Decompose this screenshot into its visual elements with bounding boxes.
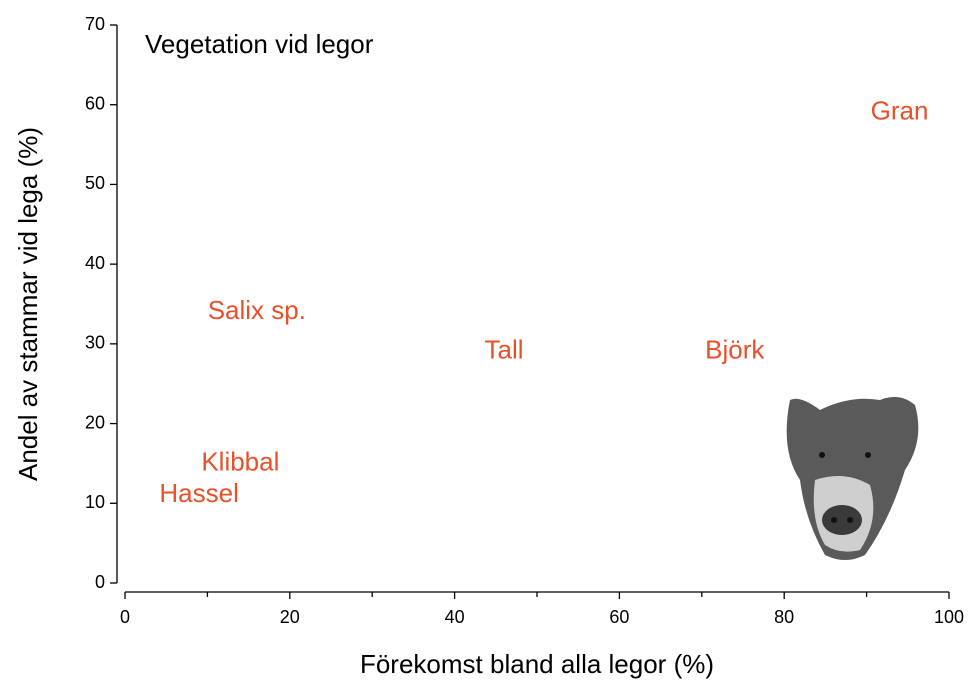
point-label: Klibbal <box>201 446 279 476</box>
y-tick-label: 0 <box>95 572 105 592</box>
point-label: Hassel <box>159 478 238 508</box>
y-tick-label: 60 <box>85 93 105 113</box>
x-tick-label: 20 <box>280 607 300 627</box>
y-tick-label: 40 <box>85 253 105 273</box>
x-tick-label: 40 <box>445 607 465 627</box>
point-label: Gran <box>871 96 929 126</box>
boar-illustration <box>786 396 919 560</box>
y-tick-label: 50 <box>85 173 105 193</box>
x-axis-title: Förekomst bland alla legor (%) <box>360 649 714 679</box>
y-tick-label: 10 <box>85 492 105 512</box>
y-tick-label: 20 <box>85 412 105 432</box>
x-tick-label: 100 <box>934 607 964 627</box>
y-tick-label: 30 <box>85 333 105 353</box>
point-label: Salix sp. <box>208 295 306 325</box>
chart-title: Vegetation vid legor <box>145 29 374 59</box>
y-tick-label: 70 <box>85 14 105 34</box>
x-tick-label: 80 <box>774 607 794 627</box>
y-axis-title: Andel av stammar vid lega (%) <box>13 127 43 481</box>
point-label: Björk <box>705 335 765 365</box>
point-label: Tall <box>485 335 524 365</box>
x-tick-label: 0 <box>120 607 130 627</box>
x-tick-label: 60 <box>609 607 629 627</box>
